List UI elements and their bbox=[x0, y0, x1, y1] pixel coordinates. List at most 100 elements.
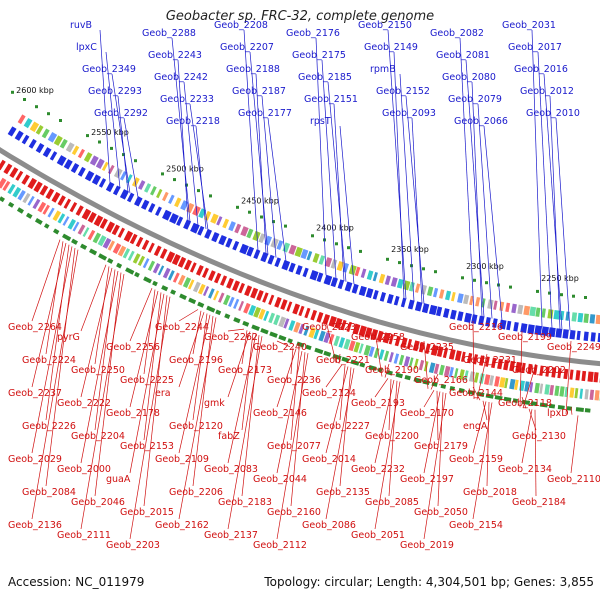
forward-gene-arrow bbox=[218, 234, 227, 246]
forward-gene-arrow bbox=[281, 260, 291, 271]
feature-marker bbox=[107, 258, 114, 264]
reverse-gene-label: Geob_2199 bbox=[498, 332, 552, 343]
reverse-feature-block bbox=[519, 380, 525, 392]
reverse-gene-label: Geob_2050 bbox=[414, 507, 468, 518]
reverse-feature-block bbox=[37, 201, 47, 213]
reverse-leader-line bbox=[276, 351, 303, 474]
reverse-feature-block bbox=[243, 302, 251, 314]
tick-marker bbox=[110, 146, 113, 150]
forward-gene-arrow bbox=[442, 308, 450, 318]
reverse-gene-arrow bbox=[129, 233, 138, 245]
feature-marker bbox=[16, 207, 24, 214]
forward-gene-arrow bbox=[169, 213, 179, 224]
forward-feature-block bbox=[324, 257, 333, 268]
reverse-feature-block bbox=[22, 192, 31, 204]
forward-gene-arrow bbox=[260, 252, 269, 263]
forward-gene-arrow bbox=[63, 159, 73, 170]
forward-feature-block bbox=[41, 128, 50, 139]
forward-gene-arrow bbox=[91, 174, 101, 185]
reverse-leader-line bbox=[325, 320, 337, 363]
reverse-gene-arrow bbox=[304, 307, 311, 319]
forward-gene-label: Geob_2233 bbox=[160, 94, 214, 105]
reverse-gene-label: Geob_2221 bbox=[316, 355, 370, 366]
forward-gene-arrow bbox=[162, 209, 172, 221]
forward-feature-block bbox=[29, 121, 40, 133]
reverse-leader-line bbox=[31, 246, 73, 454]
forward-feature-block bbox=[95, 158, 105, 169]
reverse-feature-block bbox=[233, 298, 240, 309]
reverse-feature-block bbox=[7, 183, 16, 195]
forward-gene-label: Geob_2093 bbox=[382, 108, 436, 119]
tick-marker bbox=[473, 278, 476, 282]
feature-marker bbox=[143, 276, 152, 284]
forward-gene-arrow bbox=[464, 312, 472, 323]
forward-gene-arrow bbox=[583, 331, 589, 341]
reverse-feature-block bbox=[197, 283, 206, 295]
reverse-leader-line bbox=[528, 408, 537, 431]
reverse-gene-label: Geob_2137 bbox=[204, 530, 258, 541]
tick-marker bbox=[485, 281, 488, 285]
reverse-gene-arrow bbox=[370, 328, 379, 340]
reverse-gene-label: Geob_2237 bbox=[8, 388, 62, 399]
reverse-feature-block bbox=[378, 349, 385, 360]
forward-feature-block bbox=[384, 275, 391, 286]
forward-feature-block bbox=[360, 268, 367, 279]
reverse-gene-label: Geob_2134 bbox=[498, 464, 552, 475]
reverse-gene-label: Geob_2190 bbox=[365, 365, 419, 376]
reverse-gene-label: Geob_2154 bbox=[449, 520, 503, 531]
reverse-leader-line bbox=[423, 390, 435, 408]
reverse-feature-block bbox=[288, 320, 296, 331]
tick-marker bbox=[272, 220, 275, 224]
forward-gene-label: Geob_2017 bbox=[508, 42, 562, 53]
tick-marker bbox=[209, 194, 212, 198]
reverse-feature-block bbox=[107, 240, 115, 251]
reverse-gene-label: Geob_2111 bbox=[57, 530, 111, 541]
forward-feature-block bbox=[186, 202, 195, 214]
reverse-gene-arrow bbox=[485, 356, 490, 367]
reverse-leader-line bbox=[227, 331, 251, 398]
reverse-gene-arrow bbox=[286, 301, 293, 312]
feature-marker bbox=[386, 370, 393, 376]
reverse-gene-arrow bbox=[388, 334, 395, 345]
reverse-leader-line bbox=[143, 292, 162, 441]
reverse-leader-line bbox=[80, 267, 113, 398]
reverse-feature-block bbox=[428, 362, 436, 374]
reverse-gene-arrow bbox=[394, 335, 401, 347]
tick-marker bbox=[47, 112, 50, 116]
tick-marker bbox=[248, 210, 251, 214]
reverse-gene-arrow bbox=[177, 256, 187, 268]
feature-marker bbox=[188, 297, 197, 305]
forward-leader-line bbox=[171, 37, 191, 222]
reverse-feature-block bbox=[127, 250, 135, 261]
reverse-gene-label: Geob_2044 bbox=[253, 474, 307, 485]
reverse-gene-arrow bbox=[75, 205, 84, 216]
forward-gene-arrow bbox=[562, 329, 569, 339]
reverse-feature-block bbox=[559, 386, 565, 397]
forward-gene-label: rpmB bbox=[370, 64, 396, 75]
forward-gene-label: ruvB bbox=[70, 20, 92, 31]
forward-gene-arrow bbox=[379, 292, 386, 302]
reverse-feature-block bbox=[47, 207, 55, 218]
reverse-gene-arrow bbox=[63, 198, 72, 209]
forward-leader-line bbox=[477, 103, 493, 319]
forward-gene-label: Geob_2149 bbox=[364, 42, 418, 53]
forward-feature-block bbox=[222, 218, 230, 229]
reverse-leader-line bbox=[339, 365, 346, 421]
reverse-feature-block bbox=[343, 338, 351, 350]
forward-leader-line bbox=[189, 103, 209, 230]
forward-leader-line bbox=[459, 37, 475, 316]
forward-gene-arrow bbox=[190, 222, 200, 234]
reverse-feature-block bbox=[147, 260, 156, 271]
forward-feature-block bbox=[59, 138, 68, 149]
forward-leader-line bbox=[123, 117, 139, 198]
reverse-gene-arrow bbox=[298, 305, 305, 317]
reverse-leader-line bbox=[227, 336, 263, 530]
reverse-gene-label: Geob_2083 bbox=[204, 464, 258, 475]
reverse-gene-arrow bbox=[509, 360, 516, 372]
reverse-feature-block bbox=[438, 364, 445, 376]
reverse-gene-label: Geob_2162 bbox=[155, 520, 209, 531]
reverse-leader-line bbox=[423, 392, 447, 540]
reverse-gene-arrow bbox=[111, 224, 120, 236]
forward-gene-arrow bbox=[133, 196, 143, 207]
